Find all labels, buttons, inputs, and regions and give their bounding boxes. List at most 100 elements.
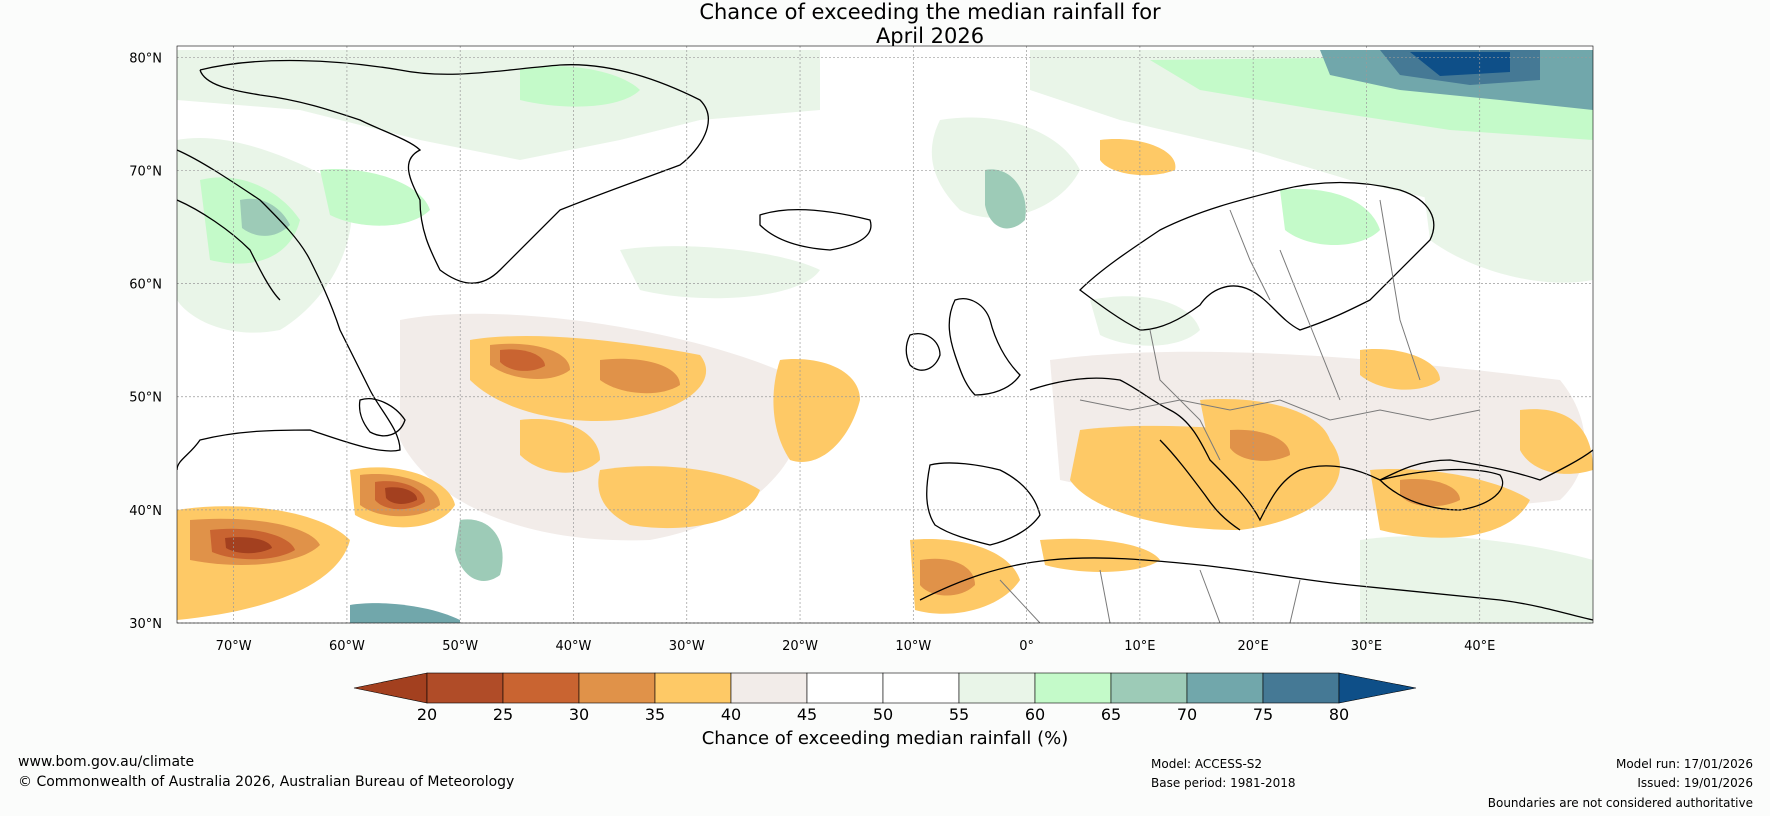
borders-europe-2	[1149, 329, 1221, 461]
colorbar-segment	[730, 672, 808, 704]
field-orange-north-africa-2	[1040, 538, 1160, 572]
coast-northafrica	[919, 557, 1593, 621]
field-green-norwegian	[931, 117, 1080, 218]
field-darkorange-atlantic-2	[600, 358, 680, 394]
colorbar-segment	[654, 672, 732, 704]
field-green-sea-labrador	[320, 169, 430, 226]
colorbar-tick-label: 70	[1177, 705, 1197, 724]
disclaimer-text: Boundaries are not considered authoritat…	[1487, 796, 1753, 810]
field-orange-atlantic-2	[598, 466, 760, 529]
field-orange-atlantic-3	[773, 359, 860, 462]
colorbar-tick-label: 35	[645, 705, 665, 724]
coast-iceland	[759, 208, 872, 251]
lat-tick-label: 60°N	[129, 278, 162, 293]
coast-europe	[1029, 377, 1593, 522]
borders-scandinavia	[1229, 209, 1271, 301]
colorbar-tick-label: 50	[873, 705, 893, 724]
coast-italy	[1159, 439, 1241, 531]
field-orange-east	[1520, 409, 1593, 474]
colorbar-tick-label: 45	[797, 705, 817, 724]
field-brown-atlantic	[500, 349, 545, 371]
field-darkblue-barents	[1410, 52, 1510, 76]
lon-tick-label: 10°E	[1124, 639, 1155, 654]
model-run-text: Model run: 17/01/2026	[1615, 757, 1753, 771]
base-period-text: Base period: 1981-2018	[1151, 776, 1296, 790]
country-borders	[999, 199, 1481, 623]
colorbar-tick-label: 75	[1253, 705, 1273, 724]
copyright-text: © Commonwealth of Australia 2026, Austra…	[18, 774, 515, 790]
colorbar-segment	[1262, 672, 1340, 704]
model-text: Model: ACCESS-S2	[1151, 757, 1263, 771]
lat-tick-label: 80°N	[129, 51, 162, 66]
field-green-russia	[1420, 158, 1593, 283]
field-green-iceland-south	[620, 246, 820, 299]
field-teal-bottom	[350, 603, 460, 623]
borders-europe-3	[1279, 249, 1341, 401]
colorbar-tick-label: 40	[721, 705, 741, 724]
longitude-labels: 70°W 60°W 50°W 40°W 30°W 20°W 10°W 0° 10°E 20°E 30…	[216, 639, 1496, 654]
field-darkbrown-nova-scotia	[385, 487, 418, 504]
map-title-line1: Chance of exceeding the median rainfall …	[699, 0, 1161, 24]
field-teal-labrador	[240, 198, 290, 236]
coast-baffin	[177, 149, 401, 471]
colorbar-extend-high	[1338, 672, 1417, 704]
colorbar-tick-label: 30	[569, 705, 589, 724]
colorbar-segment	[1186, 672, 1264, 704]
lon-tick-label: 30°W	[669, 639, 705, 654]
lon-tick-label: 40°E	[1464, 639, 1495, 654]
colorbar-tick-label: 25	[493, 705, 513, 724]
coast-newfoundland	[358, 398, 406, 437]
field-green-scandinavia-east	[1280, 189, 1380, 245]
colorbar-segment	[1110, 672, 1188, 704]
lon-tick-label: 20°W	[782, 639, 818, 654]
colorbar-segment	[502, 672, 580, 704]
coast-greenland	[199, 59, 709, 284]
field-green-greenland	[520, 66, 640, 107]
field-teal-norwegian	[985, 169, 1026, 229]
lat-tick-label: 70°N	[129, 164, 162, 179]
lon-tick-label: 20°E	[1238, 639, 1269, 654]
map-title: Chance of exceeding the median rainfall …	[0, 0, 1770, 48]
borders-europe	[1079, 399, 1481, 421]
lon-tick-label: 50°W	[442, 639, 478, 654]
field-teal-south-atlantic	[455, 519, 503, 581]
lat-tick-label: 30°N	[129, 617, 162, 632]
map-border	[176, 45, 1594, 624]
field-darkorange-africa	[920, 558, 975, 596]
coast-black-sea	[1378, 468, 1504, 511]
coast-scandinavia	[1079, 181, 1435, 331]
colorbar-tick-label: 65	[1101, 705, 1121, 724]
colorbar-tick-label: 80	[1329, 705, 1349, 724]
field-green-baltic	[1090, 296, 1200, 346]
colorbar: 20 25 30 35 40 45 50 55 60 65 70 75 80	[353, 672, 1417, 724]
field-darkbrown-west	[225, 537, 272, 554]
colorbar-tick-label: 20	[417, 705, 437, 724]
coast-labrador-2	[177, 199, 281, 301]
field-orange-atlantic-4	[520, 419, 600, 473]
coastlines	[177, 59, 1593, 621]
colorbar-segment	[426, 672, 504, 704]
colorbar-segment	[1034, 672, 1112, 704]
colorbar-segment	[958, 672, 1036, 704]
website-link[interactable]: www.bom.gov.au/climate	[18, 754, 195, 770]
colorbar-segment	[578, 672, 656, 704]
lat-tick-label: 50°N	[129, 391, 162, 406]
lon-tick-label: 0°	[1019, 639, 1034, 654]
rainfall-anomaly-field	[177, 50, 1593, 623]
lon-tick-label: 70°W	[216, 639, 252, 654]
colorbar-tick-label: 55	[949, 705, 969, 724]
issued-text: Issued: 19/01/2026	[1637, 776, 1753, 790]
coast-ireland	[905, 333, 941, 371]
colorbar-extend-low	[353, 672, 428, 704]
colorbar-segment	[882, 672, 960, 704]
lon-tick-label: 40°W	[556, 639, 592, 654]
field-green-north-atlantic	[177, 50, 820, 160]
field-orange-norway-sea	[1100, 139, 1176, 176]
coast-iberia	[926, 462, 1041, 546]
borders-africa	[999, 569, 1301, 623]
graticule	[177, 46, 1593, 624]
latitude-labels: 80°N 70°N 60°N 50°N 40°N 30°N	[129, 51, 162, 632]
borders-europe-4	[1379, 199, 1421, 381]
coast-britain	[948, 298, 1021, 396]
